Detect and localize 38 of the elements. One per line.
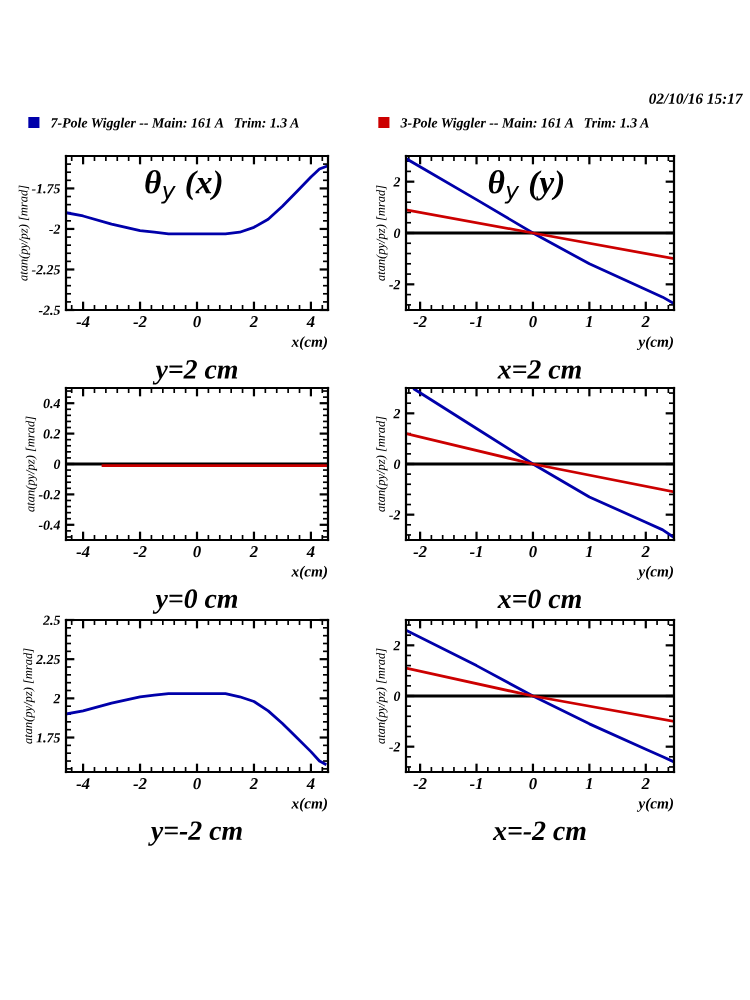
text: x=-2 cm: [492, 821, 586, 841]
x-tick-label: -1: [469, 316, 482, 328]
x-tick-label: 1: [585, 778, 592, 790]
x-tick-label: 0: [529, 778, 537, 790]
chart-title: θ$_{y}$ (y): [488, 169, 564, 204]
x-tick-label: 0: [193, 778, 201, 790]
x-tick-label: -2: [413, 546, 427, 558]
x-tick-label: 2: [249, 546, 258, 558]
x-tick-label: 4: [306, 316, 315, 328]
x-tick-label: 2: [249, 778, 258, 790]
x-tick-label: 1: [585, 316, 592, 328]
x-tick-label: -1: [469, 778, 482, 790]
x-tick-label: 0: [529, 546, 537, 558]
text: y=-2 cm: [148, 821, 242, 846]
text: x=0 cm: [497, 589, 581, 609]
text: y=2 cm: [152, 360, 238, 385]
text: x=2 cm: [497, 360, 581, 379]
x-tick-label: 2: [641, 778, 650, 790]
x-tick-label: 1: [585, 546, 592, 558]
x-tick-label: 2: [641, 546, 650, 558]
x-tick-label: -2: [413, 316, 427, 328]
x-tick-label: -2: [133, 778, 147, 790]
x-tick-label: -1: [469, 546, 482, 558]
x-tick-label: 2: [249, 316, 258, 328]
x-tick-label: 4: [306, 546, 315, 558]
x-tick-label: 0: [193, 316, 201, 328]
x-tick-label: -4: [76, 778, 90, 790]
x-tick-label: 0: [193, 546, 201, 558]
chart-title: θ$_{y}$ (x): [145, 169, 222, 204]
x-tick-label: -4: [76, 316, 90, 328]
x-tick-label: -4: [76, 546, 90, 558]
x-tick-label: -2: [133, 546, 147, 558]
text: y=0 cm: [152, 589, 238, 614]
x-tick-label: 2: [641, 316, 650, 328]
x-tick-label: -2: [133, 316, 147, 328]
x-tick-label: 4: [306, 778, 315, 790]
x-tick-label: -2: [413, 778, 427, 790]
x-tick-label: 0: [529, 316, 537, 328]
